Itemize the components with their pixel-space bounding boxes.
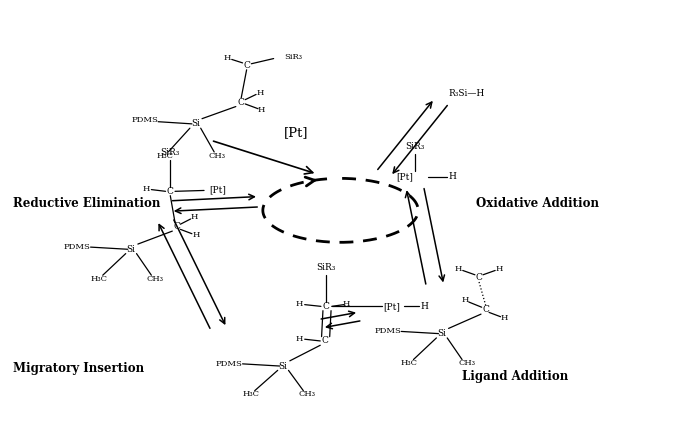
- Text: H₃C: H₃C: [90, 275, 107, 283]
- Text: H: H: [421, 302, 429, 311]
- Text: H: H: [192, 231, 200, 240]
- Text: C: C: [174, 222, 180, 231]
- Text: Si: Si: [279, 361, 287, 371]
- Text: H: H: [257, 89, 264, 97]
- Text: H: H: [296, 335, 303, 343]
- Text: Si: Si: [127, 245, 136, 254]
- Text: H: H: [343, 300, 350, 308]
- Text: PDMS: PDMS: [216, 360, 242, 368]
- Text: H: H: [501, 314, 508, 322]
- Text: [Pt]: [Pt]: [383, 302, 400, 311]
- Text: Reductive Elimination: Reductive Elimination: [13, 198, 160, 210]
- Text: CH₃: CH₃: [208, 152, 225, 160]
- Text: PDMS: PDMS: [64, 243, 91, 251]
- Text: SiR₃: SiR₃: [317, 263, 336, 272]
- Text: Si: Si: [191, 120, 200, 128]
- Text: Oxidative Addition: Oxidative Addition: [475, 198, 599, 210]
- Text: C: C: [238, 98, 244, 107]
- Text: SiR₃: SiR₃: [405, 141, 424, 151]
- Text: Ligand Addition: Ligand Addition: [462, 371, 569, 383]
- Text: H: H: [258, 106, 265, 114]
- Text: SiR₃: SiR₃: [284, 53, 302, 61]
- Text: PDMS: PDMS: [375, 328, 401, 336]
- Text: C: C: [321, 336, 328, 346]
- Text: H: H: [455, 265, 462, 273]
- Text: C: C: [475, 273, 482, 282]
- Text: C: C: [482, 305, 489, 314]
- Text: SiR₃: SiR₃: [161, 148, 180, 157]
- Text: C: C: [323, 302, 330, 311]
- Text: H: H: [496, 265, 503, 273]
- Text: H: H: [190, 213, 197, 221]
- Text: H: H: [142, 185, 150, 193]
- Text: CH₃: CH₃: [298, 390, 315, 398]
- Text: C: C: [167, 187, 174, 196]
- Text: C: C: [243, 61, 250, 70]
- Text: Migratory Insertion: Migratory Insertion: [13, 362, 144, 374]
- Text: R₃Si—H: R₃Si—H: [449, 89, 485, 98]
- Text: [Pt]: [Pt]: [396, 172, 413, 181]
- Text: CH₃: CH₃: [146, 275, 163, 283]
- Text: PDMS: PDMS: [131, 117, 158, 124]
- Text: H: H: [224, 54, 232, 62]
- Text: H₃C: H₃C: [157, 152, 174, 160]
- Text: [Pt]: [Pt]: [210, 186, 226, 194]
- Text: H: H: [462, 296, 469, 304]
- Text: H: H: [296, 300, 302, 308]
- Text: H: H: [449, 172, 456, 181]
- Text: H₃C: H₃C: [242, 390, 259, 398]
- Text: [Pt]: [Pt]: [285, 126, 309, 139]
- Text: CH₃: CH₃: [459, 359, 476, 367]
- Text: Si: Si: [437, 329, 446, 338]
- Text: H₃C: H₃C: [401, 359, 418, 367]
